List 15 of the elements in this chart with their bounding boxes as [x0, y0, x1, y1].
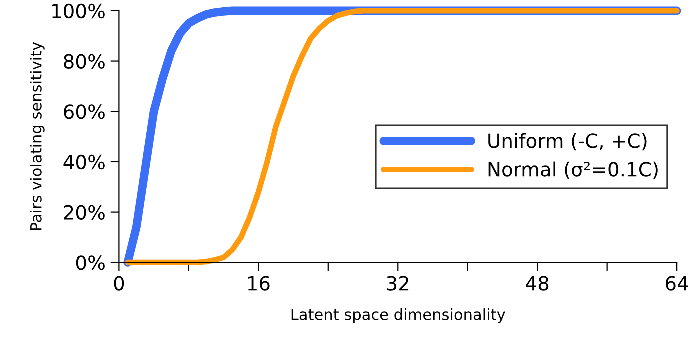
- x-tick-label: 32: [387, 276, 409, 291]
- y-tick-label: 20%: [64, 205, 105, 220]
- y-tick-label: 40%: [64, 154, 105, 170]
- x-axis-title: Latent space dimensionality: [292, 308, 506, 324]
- x-tick-label: 64: [666, 276, 688, 291]
- x-tick-label: 0: [114, 276, 124, 291]
- y-tick-label: 0%: [76, 256, 105, 270]
- y-axis-title: Pairs violating sensitivity: [30, 42, 45, 230]
- y-tick-label: 80%: [64, 54, 105, 69]
- x-tick-label: 48: [526, 276, 549, 291]
- y-tick-label: 100%: [52, 4, 105, 19]
- legend-label: Uniform (-C, +C): [488, 133, 647, 151]
- y-tick-label: 60%: [64, 104, 105, 120]
- legend-label: Normal (σ²=0.1C): [488, 162, 658, 180]
- x-tick-label: 16: [248, 276, 270, 291]
